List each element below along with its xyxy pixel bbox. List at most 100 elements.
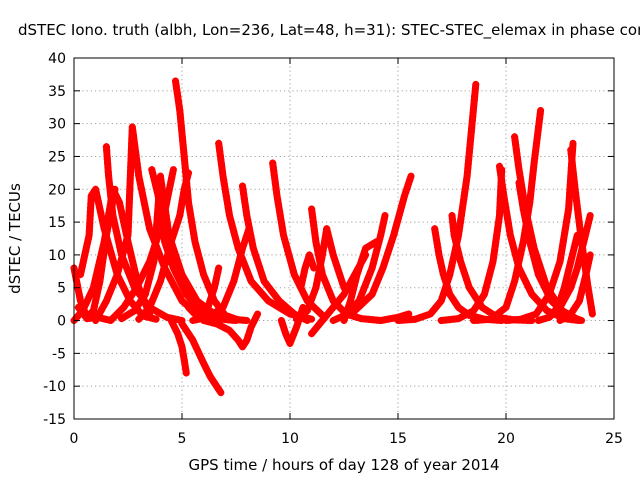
data-point <box>170 282 178 290</box>
data-point <box>148 266 156 274</box>
data-point <box>91 276 99 284</box>
data-point <box>462 311 470 319</box>
data-point <box>284 247 292 255</box>
data-point <box>441 275 449 282</box>
data-point <box>571 239 579 247</box>
data-point <box>524 283 532 291</box>
data-point <box>108 252 116 259</box>
data-point <box>289 267 297 275</box>
data-point <box>480 290 488 298</box>
data-point <box>286 255 294 263</box>
data-point <box>509 281 517 289</box>
data-point <box>506 231 514 239</box>
data-point <box>582 230 590 238</box>
data-point <box>516 254 524 261</box>
data-point <box>97 209 105 217</box>
data-point <box>584 263 592 271</box>
data-point <box>359 252 367 260</box>
data-point <box>435 251 443 259</box>
data-point <box>113 271 121 279</box>
data-point <box>299 272 307 280</box>
data-point <box>204 303 212 311</box>
data-point <box>533 267 541 274</box>
data-point <box>511 248 519 256</box>
data-point <box>313 280 321 288</box>
data-point <box>569 250 577 258</box>
data-point <box>191 238 199 246</box>
data-point <box>163 254 171 261</box>
data-point <box>122 262 130 270</box>
data-point <box>152 184 160 192</box>
data-point <box>455 315 462 323</box>
data-point <box>514 261 522 269</box>
data-point <box>555 300 563 307</box>
data-point <box>290 271 298 279</box>
y-tick-label: 40 <box>48 51 66 67</box>
data-point <box>123 289 130 297</box>
data-point <box>355 297 363 305</box>
data-point <box>390 231 398 239</box>
data-point <box>571 272 579 280</box>
data-point <box>573 264 581 272</box>
data-point <box>335 269 343 277</box>
data-point <box>323 282 331 290</box>
data-point <box>88 288 96 296</box>
data-point <box>411 315 419 323</box>
data-point <box>381 316 389 324</box>
data-point <box>305 251 313 259</box>
data-point <box>205 369 212 377</box>
data-point <box>513 265 521 273</box>
y-tick-label: 30 <box>48 117 66 133</box>
data-point <box>83 243 90 251</box>
data-point <box>192 344 200 352</box>
data-point <box>402 188 410 196</box>
data-point <box>329 317 337 324</box>
data-point <box>458 313 466 321</box>
data-point <box>515 258 523 265</box>
data-point <box>254 259 262 267</box>
data-point <box>252 313 260 321</box>
data-point <box>272 301 280 309</box>
data-point <box>298 280 306 288</box>
data-point <box>167 238 175 246</box>
data-point <box>460 269 468 277</box>
data-point <box>86 291 94 299</box>
data-point <box>231 273 239 281</box>
data-point <box>322 278 329 286</box>
data-point <box>193 316 201 324</box>
data-point <box>456 254 464 262</box>
data-point <box>165 246 173 254</box>
data-point <box>289 331 297 339</box>
data-point <box>160 265 168 273</box>
data-point <box>448 259 456 267</box>
data-point <box>580 238 588 246</box>
data-point <box>227 216 235 224</box>
data-point <box>80 303 88 311</box>
data-point <box>584 219 592 227</box>
data-point <box>314 271 322 279</box>
data-point <box>230 277 238 285</box>
data-point <box>221 300 229 308</box>
data-point <box>574 260 582 268</box>
data-point <box>106 289 113 297</box>
data-point <box>568 280 576 288</box>
data-point <box>95 261 103 269</box>
data-point <box>102 316 110 323</box>
data-point <box>352 274 360 282</box>
data-point <box>247 232 255 240</box>
data-point <box>362 279 370 287</box>
data-point <box>452 239 460 247</box>
data-point <box>94 265 102 273</box>
series-arc-14 <box>215 139 316 323</box>
data-point <box>177 279 185 287</box>
data-point <box>482 286 489 294</box>
series-arc-35 <box>502 139 577 324</box>
data-point <box>110 278 118 286</box>
data-point <box>368 290 376 298</box>
series-arc-5 <box>102 143 186 324</box>
data-point <box>143 282 151 290</box>
data-point <box>282 330 290 338</box>
data-point <box>572 235 580 243</box>
data-point <box>549 279 557 287</box>
data-point <box>78 263 86 271</box>
